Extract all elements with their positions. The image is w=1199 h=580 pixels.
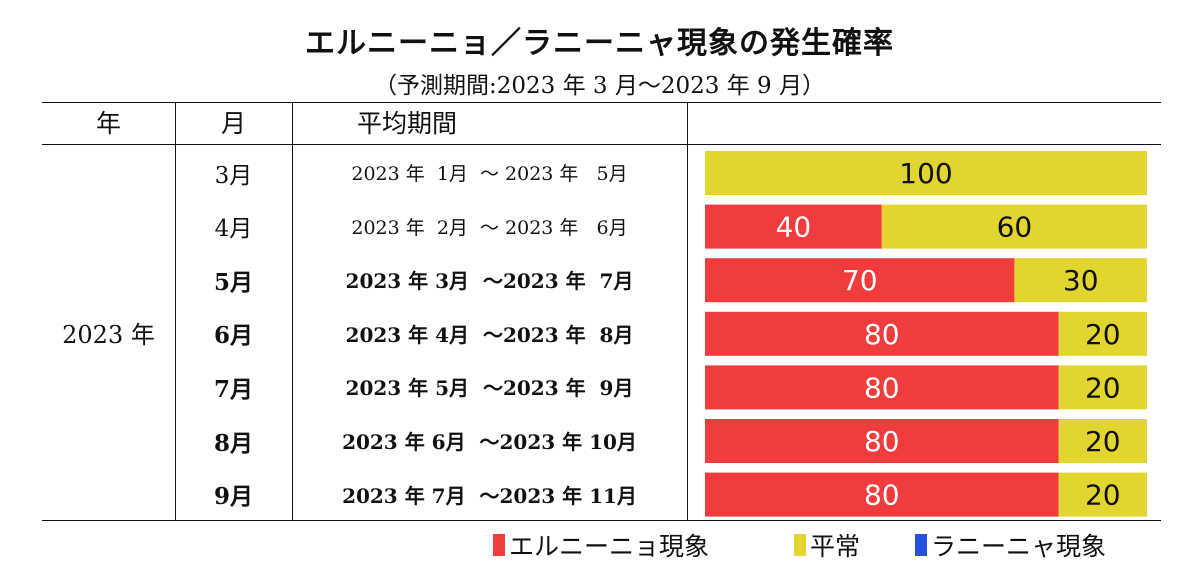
bar-value-label: 80 <box>864 479 900 512</box>
bar-value-label: 40 <box>776 211 812 244</box>
header-period: 平均期間 <box>356 109 457 138</box>
bar-segment-elnino <box>705 472 1059 517</box>
bar-value-label: 80 <box>864 425 900 458</box>
bar-value-label: 100 <box>899 157 952 190</box>
bar-segment-normal <box>1058 365 1147 410</box>
bar-segment-normal <box>1058 472 1147 517</box>
bar-value-label: 20 <box>1085 318 1121 351</box>
bar-value-label: 20 <box>1085 425 1121 458</box>
header-year: 年 <box>95 109 121 138</box>
chart-subtitle: （予測期間:2023 年 3 月～2023 年 9 月） <box>374 73 825 99</box>
legend-lanina: ラニーニャ現象 <box>915 528 1106 562</box>
bar-value-label: 70 <box>842 264 878 297</box>
legend-elnino: エルニーニョ現象 <box>493 528 709 562</box>
month-cell: 3月 <box>214 162 253 189</box>
period-cell: 2023 年 7月 ～2023 年 11月 <box>342 483 637 508</box>
bar-segment-normal <box>1058 311 1147 356</box>
legend-lanina-label: ラニーニャ現象 <box>931 532 1107 561</box>
bar-segment-elnino <box>705 419 1059 463</box>
legend-elnino-swatch <box>493 534 505 556</box>
legend-normal-swatch <box>794 534 806 556</box>
month-cell: 7月 <box>213 375 253 403</box>
period-cell: 2023 年 3月 ～2023 年 7月 <box>345 269 634 294</box>
bar-segment-elnino <box>705 365 1059 410</box>
month-cell: 6月 <box>213 322 253 350</box>
month-cell: 5月 <box>213 268 253 296</box>
month-cell: 4月 <box>214 216 253 243</box>
legend-normal-label: 平常 <box>810 532 861 561</box>
bar-value-label: 60 <box>997 211 1033 244</box>
bar-segment-elnino <box>705 204 882 249</box>
period-cell: 2023 年 2月 ～ 2023 年 6月 <box>351 216 628 239</box>
period-cell: 2023 年 6月 ～2023 年 10月 <box>342 430 637 454</box>
bar-segment-elnino <box>705 258 1015 303</box>
bar-value-label: 80 <box>864 371 900 404</box>
column-divider-month <box>292 102 293 521</box>
bar-value-label: 30 <box>1063 264 1099 297</box>
bar-value-label: 20 <box>1085 371 1121 404</box>
period-cell: 2023 年 1月 ～ 2023 年 5月 <box>351 163 628 185</box>
legend-normal: 平常 <box>794 528 860 562</box>
bar-value-label: 80 <box>864 318 900 351</box>
bar-segment-normal <box>705 151 1147 195</box>
month-cell: 8月 <box>213 429 253 457</box>
table-top-border <box>42 102 1161 103</box>
table-header-border <box>42 144 1161 145</box>
bar-segment-normal <box>1058 419 1147 463</box>
header-month: 月 <box>220 109 246 138</box>
chart-title: エルニーニョ／ラニーニャ現象の発生確率 <box>305 26 894 61</box>
year-cell: 2023 年 <box>62 320 155 349</box>
column-divider-period <box>687 102 688 521</box>
column-divider-year <box>175 102 176 521</box>
table-bottom-border <box>42 520 1161 521</box>
legend-elnino-label: エルニーニョ現象 <box>509 532 710 561</box>
period-cell: 2023 年 5月 ～2023 年 9月 <box>345 376 634 401</box>
legend-lanina-swatch <box>915 534 927 556</box>
period-cell: 2023 年 4月 ～2023 年 8月 <box>345 322 634 347</box>
month-cell: 9月 <box>213 483 253 511</box>
bar-segment-normal <box>1014 258 1147 303</box>
bar-value-label: 20 <box>1085 479 1121 512</box>
bar-segment-elnino <box>705 311 1059 356</box>
bar-segment-normal <box>881 204 1147 249</box>
